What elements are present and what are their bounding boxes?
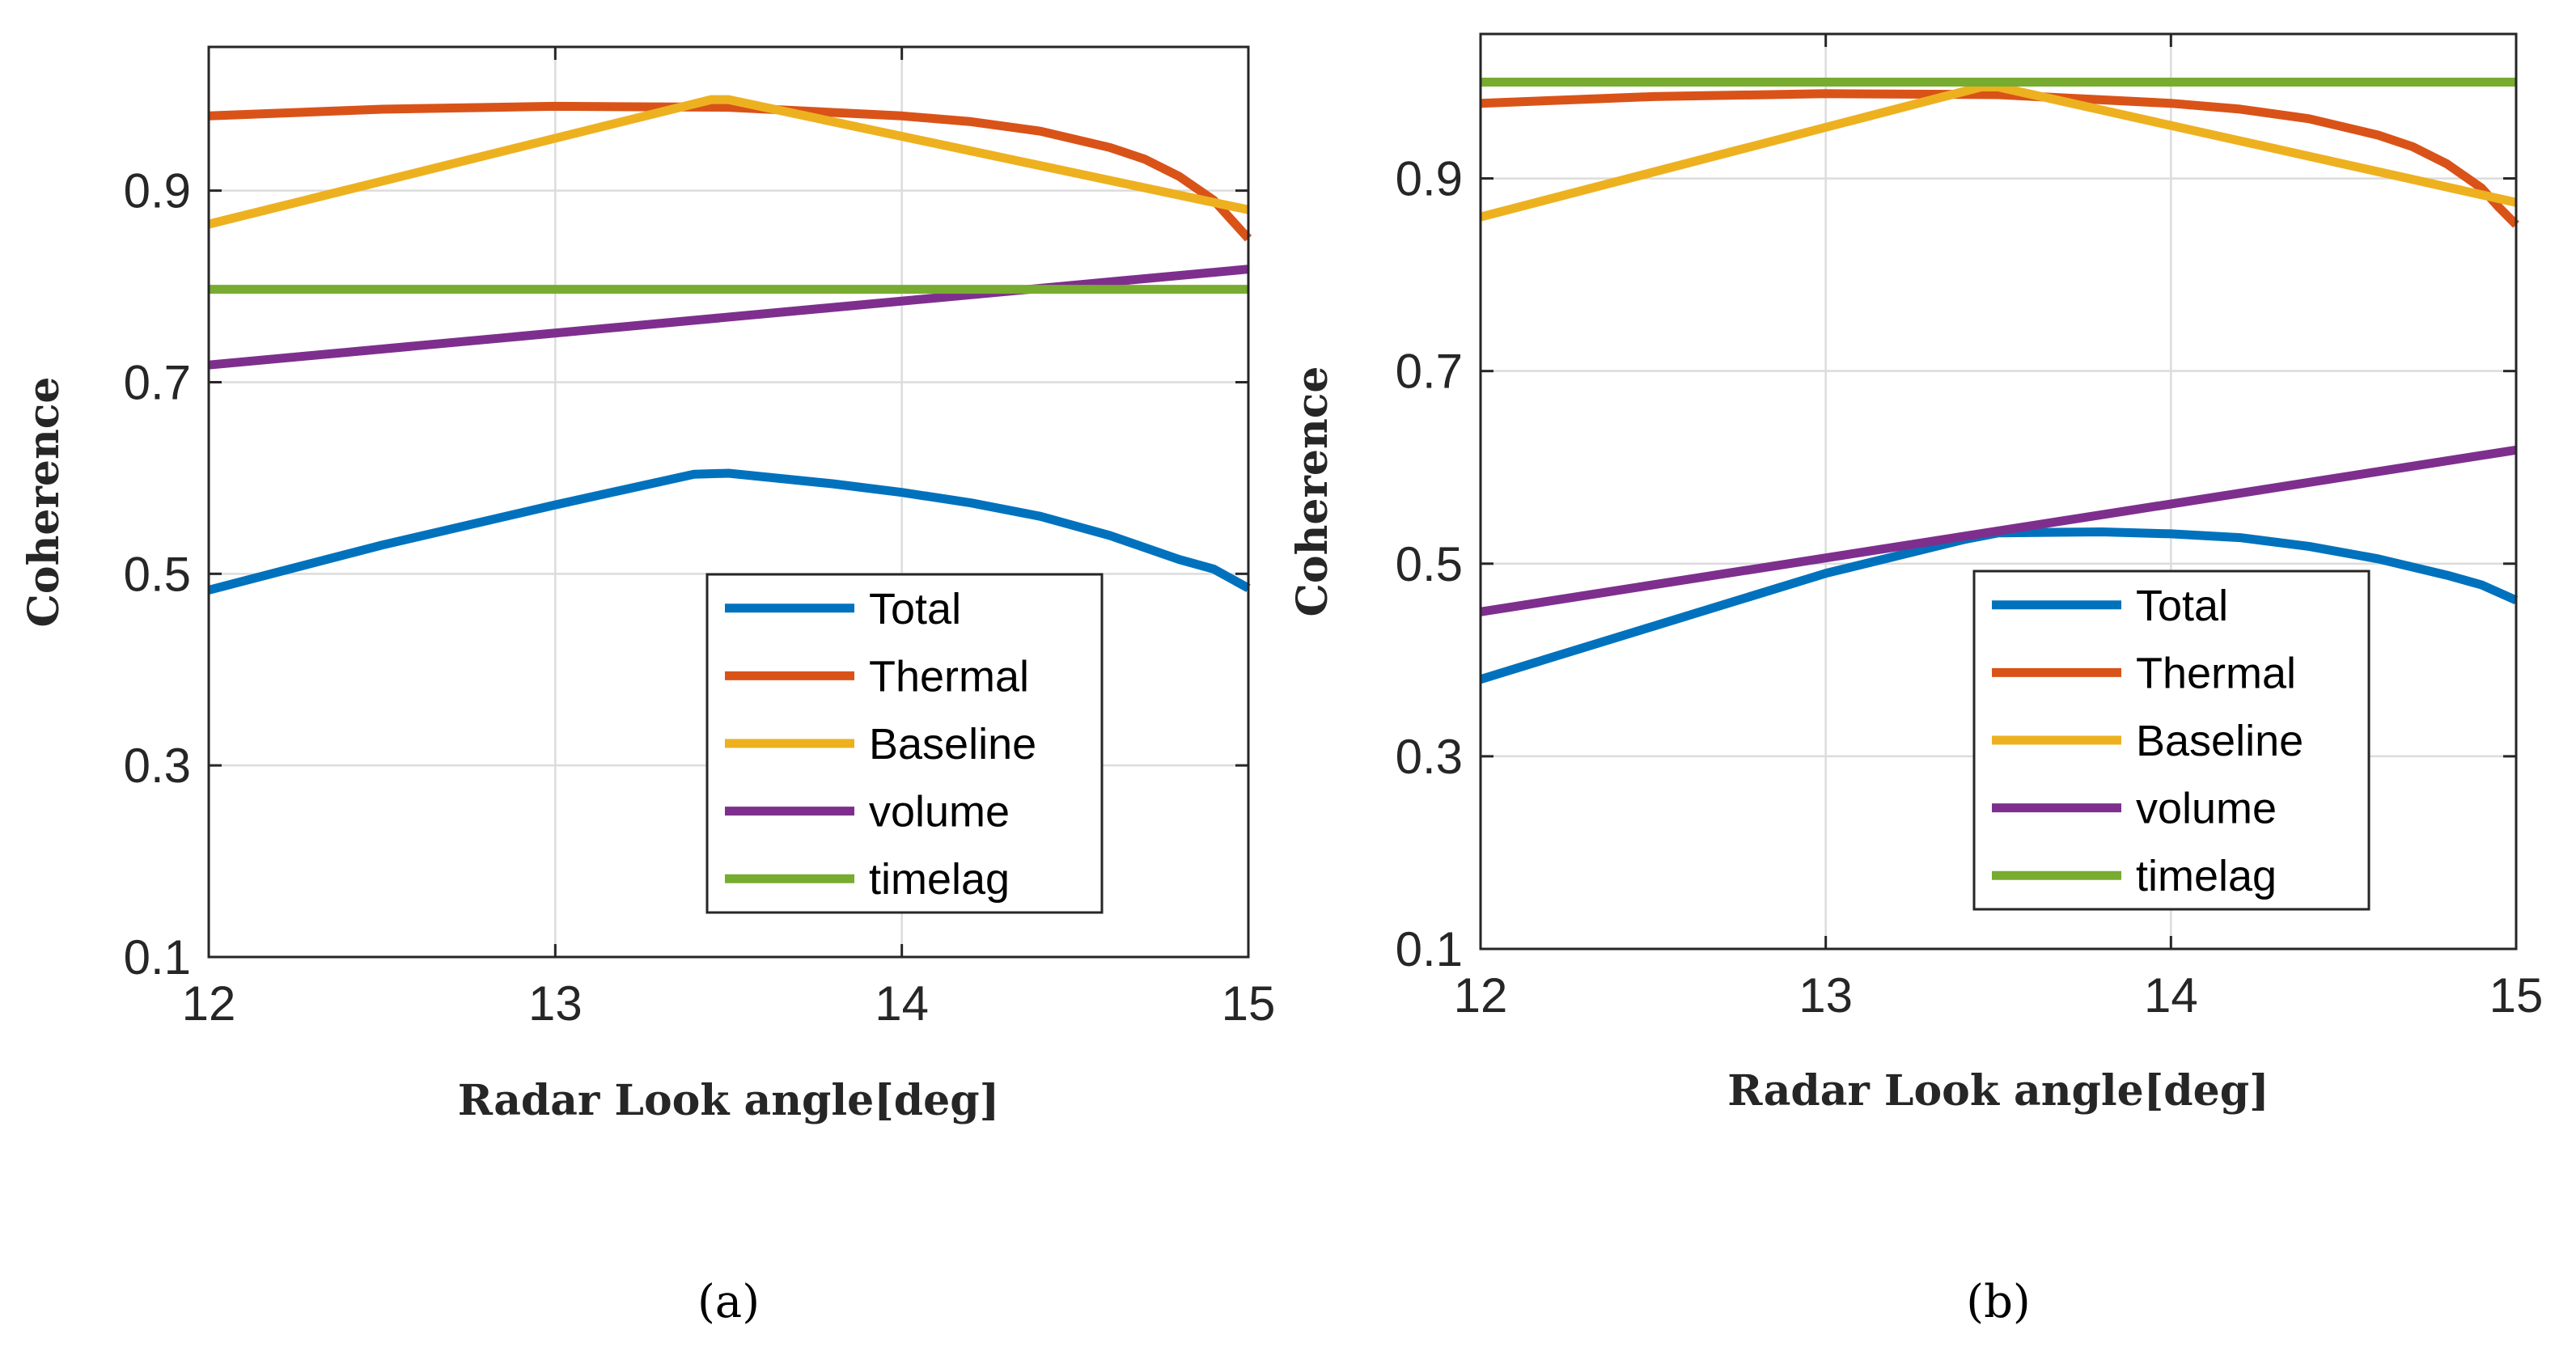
- x-tick-label: 13: [528, 976, 583, 1031]
- y-axis-label: Coherence: [1288, 366, 1337, 617]
- x-axis-label: Radar Look angle[deg]: [458, 1076, 999, 1125]
- y-tick-label: 0.9: [124, 164, 191, 218]
- chart-panel-a: 12 13 14 15 0.1 0.3 0.5 0.7 0.9 Radar Look angle[…: [19, 45, 1276, 1328]
- legend-label-volume: volume: [2136, 785, 2277, 833]
- legend-label-timelag: timelag: [869, 855, 1010, 904]
- x-tick-label: 15: [1222, 976, 1276, 1031]
- x-tick-label: 12: [1454, 968, 1508, 1023]
- legend-label-timelag: timelag: [2136, 852, 2277, 900]
- x-tick-label: 13: [1799, 968, 1853, 1023]
- legend-label-baseline: Baseline: [869, 720, 1036, 769]
- x-tick-label: 14: [875, 976, 929, 1031]
- legend-label-thermal: Thermal: [869, 652, 1029, 701]
- y-axis-label: Coherence: [19, 377, 69, 628]
- series-line-total: [207, 468, 1251, 595]
- series-line-baseline: [207, 95, 1250, 229]
- x-tick-label: 15: [2489, 968, 2544, 1023]
- y-tick-label: 0.1: [124, 930, 191, 985]
- series-line-volume: [1480, 445, 2517, 616]
- y-tick-label: 0.3: [1396, 730, 1463, 784]
- x-axis-label: Radar Look angle[deg]: [1727, 1066, 2269, 1116]
- y-tick-label: 0.9: [1396, 152, 1463, 206]
- y-tick-label: 0.5: [124, 547, 191, 601]
- x-tick-label: 12: [182, 976, 236, 1031]
- y-tick-label: 0.7: [124, 355, 191, 409]
- chart-panel-b: 12 13 14 15 0.1 0.3 0.5 0.7 0.9 Radar Look angle[…: [1288, 32, 2544, 1328]
- x-tick-label: 14: [2144, 968, 2198, 1023]
- legend-label-volume: volume: [869, 788, 1010, 836]
- panel-label: (b): [1966, 1276, 2031, 1328]
- y-tick-label: 0.1: [1396, 922, 1463, 976]
- axes-box: [1479, 32, 2518, 951]
- legend-label-thermal: Thermal: [2136, 649, 2296, 697]
- axes-box: [207, 45, 1250, 959]
- legend-label-baseline: Baseline: [2136, 717, 2303, 765]
- series-line-total: [1479, 527, 2519, 684]
- panel-label: (a): [697, 1276, 760, 1328]
- legend-label-total: Total: [869, 585, 961, 633]
- legend-label-total: Total: [2136, 582, 2228, 630]
- legend: Total Thermal Baseline volume timelag: [1972, 570, 2371, 911]
- y-tick-label: 0.7: [1396, 345, 1463, 399]
- series-line-baseline: [1479, 83, 2518, 222]
- y-tick-label: 0.3: [124, 739, 191, 793]
- series-line-thermal: [1480, 89, 2519, 228]
- legend: Total Thermal Baseline volume timelag: [705, 573, 1104, 914]
- y-tick-label: 0.5: [1396, 537, 1463, 591]
